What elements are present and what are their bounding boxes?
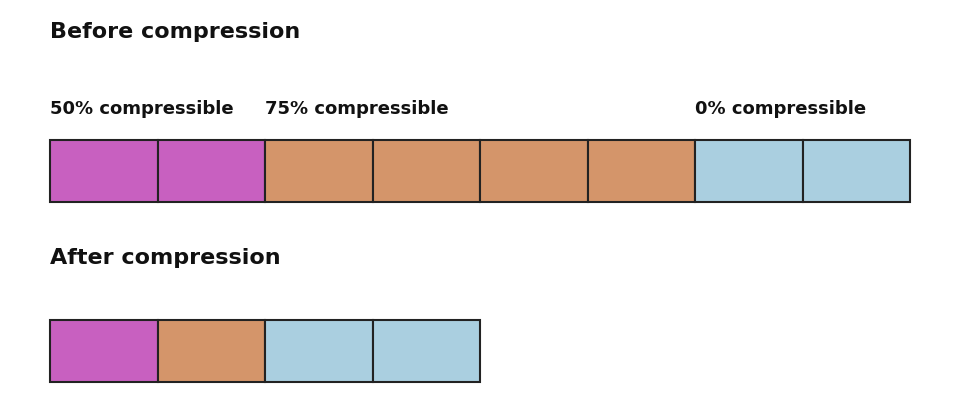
Bar xyxy=(587,140,695,202)
Text: 75% compressible: 75% compressible xyxy=(265,100,448,118)
Bar xyxy=(802,140,910,202)
Bar xyxy=(50,140,157,202)
Bar xyxy=(157,320,265,382)
Bar xyxy=(157,140,265,202)
Text: 50% compressible: 50% compressible xyxy=(50,100,234,118)
Bar xyxy=(50,320,157,382)
Bar xyxy=(265,140,372,202)
Text: After compression: After compression xyxy=(50,248,280,268)
Text: Before compression: Before compression xyxy=(50,22,300,42)
Bar xyxy=(265,320,372,382)
Bar xyxy=(372,140,480,202)
Text: 0% compressible: 0% compressible xyxy=(695,100,867,118)
Bar xyxy=(695,140,802,202)
Bar xyxy=(372,320,480,382)
Bar xyxy=(480,140,587,202)
